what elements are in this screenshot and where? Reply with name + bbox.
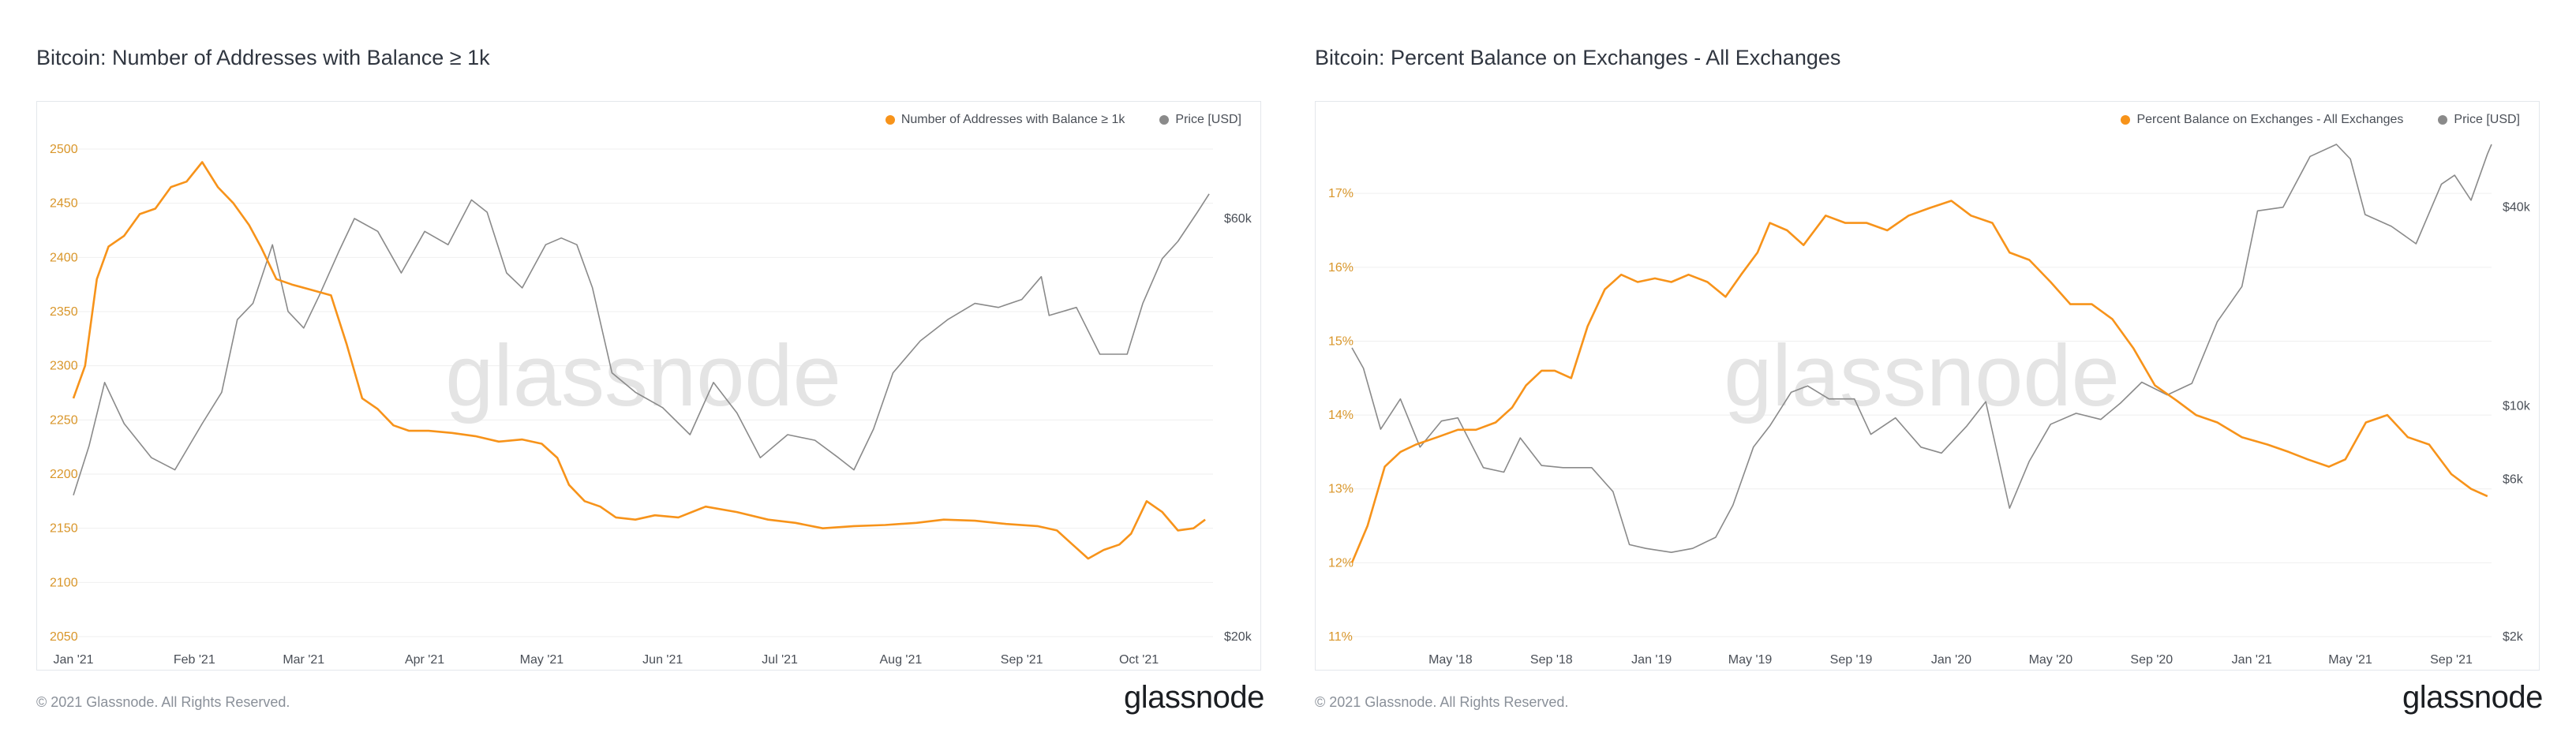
chart-title: Bitcoin: Number of Addresses with Balanc… (36, 46, 490, 69)
series-line-primary[interactable] (1350, 200, 2488, 563)
glassnode-logo[interactable]: glassnode (1124, 680, 1264, 715)
y-tick-label: 16% (1328, 261, 1354, 275)
y-tick-label: 2300 (50, 360, 78, 373)
chart-title: Bitcoin: Percent Balance on Exchanges - … (1315, 46, 1841, 69)
y-right-tick-label: $20k (1224, 630, 1252, 644)
y-tick-label: 2250 (50, 413, 78, 427)
x-tick-label: Oct '21 (1119, 653, 1159, 667)
y-tick-label: 2150 (50, 522, 78, 536)
y-tick-label: 2400 (50, 251, 78, 264)
x-tick-label: May '21 (520, 653, 564, 667)
y-right-tick-label: $60k (1224, 212, 1252, 226)
x-tick-label: Jan '19 (1631, 653, 1672, 667)
y-tick-label: 13% (1328, 483, 1354, 496)
x-tick-label: May '18 (1428, 653, 1473, 667)
chart-svg: 11% 12% 13% 14% 15% 16% 17% $2k $6k $10k $40k May '… (1328, 144, 2531, 667)
legend-item-exchange-balance[interactable]: Percent Balance on Exchanges - All Excha… (2121, 113, 2403, 127)
legend-dot-icon (885, 115, 895, 125)
x-tick-label: Apr '21 (405, 653, 444, 667)
x-tick-label: Feb '21 (174, 653, 215, 667)
legend-item-price[interactable]: Price [USD] (1159, 113, 1241, 127)
x-tick-label: Jan '21 (53, 653, 93, 667)
y-tick-label: 17% (1328, 187, 1354, 200)
chart-svg: 2050 2100 2150 2200 2250 2300 2350 2400 2450 2500… (50, 143, 1252, 667)
copyright-footer: © 2021 Glassnode. All Rights Reserved. (1315, 694, 1569, 710)
legend-item-price[interactable]: Price [USD] (2438, 113, 2520, 127)
chart-frame: 2050 2100 2150 2200 2250 2300 2350 2400 2450 2500… (36, 101, 1261, 671)
x-tick-label: Jan '20 (1931, 653, 1971, 667)
y-tick-label: 2500 (50, 143, 78, 156)
y-tick-label: 2350 (50, 305, 78, 319)
x-tick-label: May '20 (2029, 653, 2073, 667)
y-tick-label: 12% (1328, 556, 1354, 570)
x-tick-label: Sep '21 (1001, 653, 1043, 667)
y-tick-label: 2100 (50, 576, 78, 589)
watermark: glassnode (445, 327, 841, 424)
y-right-tick-label: $40k (2503, 201, 2531, 215)
watermark: glassnode (1724, 327, 2120, 424)
legend-label: Price [USD] (1175, 113, 1241, 126)
x-tick-label: Jul '21 (762, 653, 798, 667)
x-tick-label: Sep '21 (2430, 653, 2473, 667)
legend-dot-icon (2121, 115, 2131, 125)
x-tick-label: Aug '21 (880, 653, 923, 667)
legend-label: Number of Addresses with Balance ≥ 1k (900, 113, 1125, 126)
x-tick-label: Sep '18 (1530, 653, 1573, 667)
x-tick-label: May '21 (2328, 653, 2372, 667)
series-line-price[interactable] (1351, 144, 2492, 554)
legend-label: Percent Balance on Exchanges - All Excha… (2136, 113, 2404, 126)
x-tick-label: Mar '21 (283, 653, 324, 667)
y-tick-label: 11% (1328, 630, 1353, 644)
y-right-tick-label: $10k (2503, 400, 2531, 413)
y-tick-label: 2200 (50, 468, 78, 481)
legend-label: Price [USD] (2454, 113, 2520, 126)
series-line-primary[interactable] (72, 161, 1206, 560)
series-line-price[interactable] (73, 193, 1210, 495)
x-tick-label: Jan '21 (2232, 653, 2272, 667)
chart-panel-addresses: Bitcoin: Number of Addresses with Balanc… (0, 0, 1264, 751)
y-tick-label: 14% (1328, 409, 1354, 422)
y-tick-label: 2050 (50, 630, 78, 644)
y-right-tick-label: $6k (2503, 473, 2524, 486)
x-tick-label: Sep '20 (2130, 653, 2173, 667)
x-tick-label: May '19 (1728, 653, 1773, 667)
legend-dot-icon (2438, 115, 2448, 125)
glassnode-logo[interactable]: glassnode (2402, 680, 2543, 715)
legend-dot-icon (1159, 115, 1170, 125)
y-tick-label: 15% (1328, 334, 1354, 348)
copyright-footer: © 2021 Glassnode. All Rights Reserved. (36, 694, 290, 710)
legend-item-addresses[interactable]: Number of Addresses with Balance ≥ 1k (885, 113, 1125, 127)
y-tick-label: 2450 (50, 197, 78, 211)
x-tick-label: Sep '19 (1830, 653, 1873, 667)
x-tick-label: Jun '21 (642, 653, 683, 667)
chart-panel-exchanges: Bitcoin: Percent Balance on Exchanges - … (1279, 0, 2543, 751)
chart-legend: Number of Addresses with Balance ≥ 1k Pr… (885, 113, 1241, 127)
chart-frame: 11% 12% 13% 14% 15% 16% 17% $2k $6k $10k $40k May '… (1315, 101, 2540, 671)
y-right-tick-label: $2k (2503, 630, 2524, 644)
chart-legend: Percent Balance on Exchanges - All Excha… (2121, 113, 2520, 127)
